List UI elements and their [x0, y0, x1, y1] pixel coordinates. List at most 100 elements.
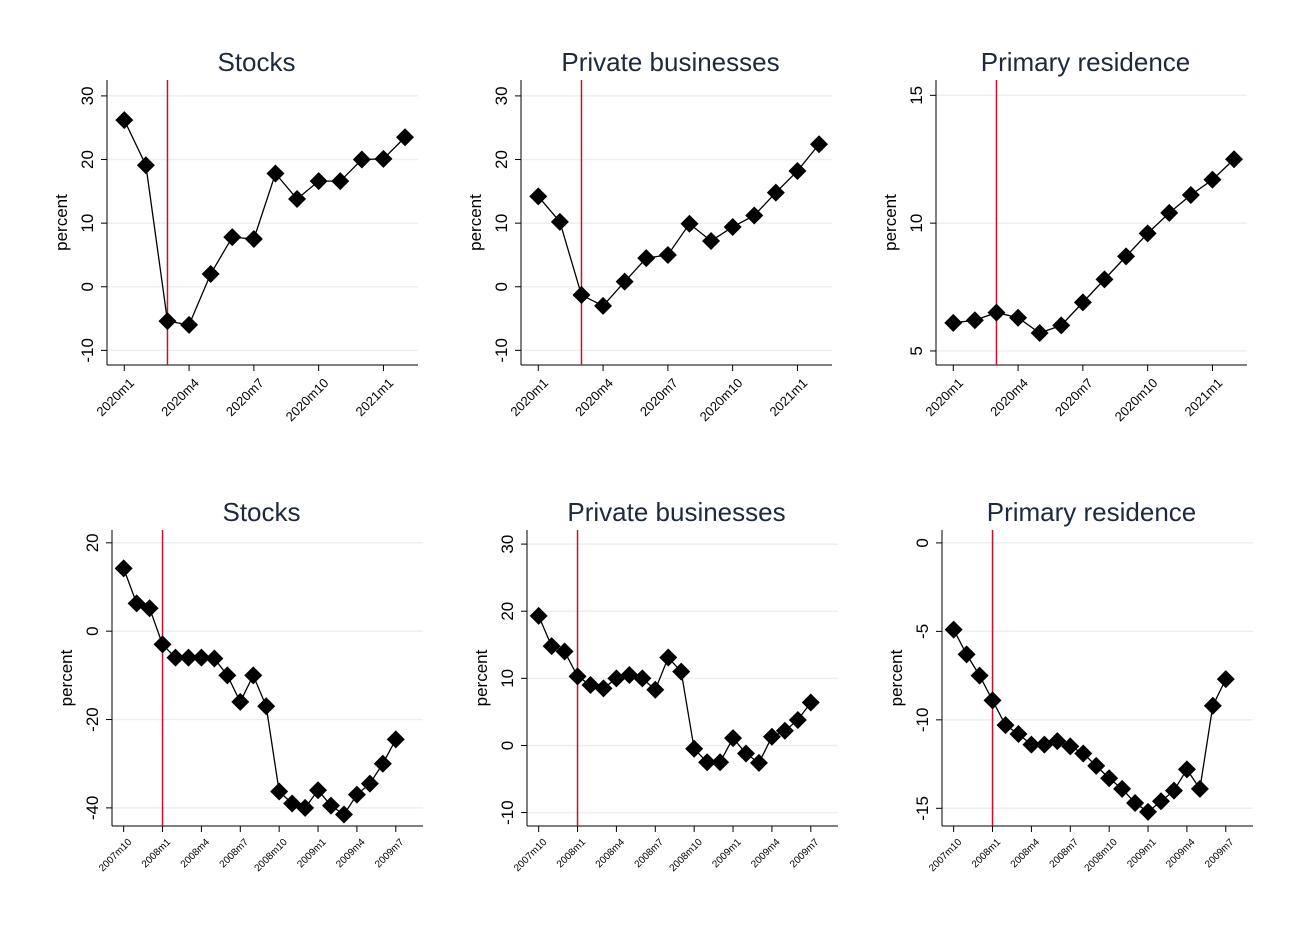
marker [659, 648, 678, 667]
x-tick-label: 2020m1 [507, 375, 551, 419]
marker [1052, 316, 1071, 335]
marker [572, 286, 591, 305]
marker [1035, 735, 1054, 754]
marker [810, 135, 829, 154]
marker [594, 679, 613, 698]
panel-title: Primary residence [981, 47, 1191, 77]
marker [386, 730, 405, 749]
marker [257, 697, 276, 716]
data-line [537, 143, 820, 307]
x-tick-label: 2021m1 [1182, 375, 1226, 419]
marker [788, 161, 807, 180]
y-tick-label: -10 [913, 708, 932, 733]
marker [244, 666, 263, 685]
marker [620, 665, 639, 684]
panel: Stocks percent -10 0 10 20 30 2020m1 2020m4 2020m… [52, 47, 418, 424]
marker [766, 183, 785, 202]
marker [529, 187, 548, 206]
x-tick-label: 2020m4 [572, 375, 616, 419]
data-line [953, 629, 1227, 813]
marker [1074, 744, 1093, 763]
y-tick-label: -5 [913, 624, 932, 639]
marker [1113, 779, 1132, 798]
panel-title: Stocks [222, 497, 300, 527]
marker [396, 128, 415, 147]
marker [775, 721, 794, 740]
marker [944, 620, 963, 639]
x-tick-label: 2007m10 [97, 837, 135, 875]
marker [680, 214, 699, 233]
panel-title: Primary residence [987, 497, 1197, 527]
marker [114, 559, 133, 578]
marker [140, 599, 159, 618]
x-tick-label: 2021m1 [353, 375, 397, 419]
marker [723, 217, 742, 236]
y-tick-label: 0 [913, 538, 932, 547]
marker [153, 635, 172, 654]
y-axis-label: percent [887, 649, 906, 706]
marker [568, 667, 587, 686]
x-tick-label: 2020m10 [1112, 375, 1161, 424]
marker [801, 693, 820, 712]
x-tick-label: 2020m7 [637, 375, 681, 419]
marker [957, 645, 976, 664]
x-tick-label: 2008m4 [179, 837, 213, 871]
marker [702, 231, 721, 250]
marker [1190, 779, 1209, 798]
marker [736, 744, 755, 763]
x-tick-label: 2009m4 [334, 837, 368, 871]
marker [698, 753, 717, 772]
data-line [123, 568, 397, 816]
marker [331, 172, 350, 191]
marker [192, 648, 211, 667]
x-tick-label: 2008m10 [253, 837, 291, 875]
marker [373, 754, 392, 773]
marker [218, 666, 237, 685]
marker [594, 296, 613, 315]
marker [745, 206, 764, 225]
data-line [538, 615, 812, 764]
marker [334, 805, 353, 824]
y-tick-label: -10 [492, 338, 511, 363]
y-tick-label: 10 [498, 669, 517, 688]
x-tick-label: 2009m7 [1203, 837, 1237, 871]
marker [136, 156, 155, 175]
y-axis-label: percent [57, 649, 76, 706]
y-tick-label: 30 [78, 86, 97, 105]
marker [1164, 781, 1183, 800]
marker [987, 303, 1006, 322]
marker [223, 228, 242, 247]
x-tick-label: 2020m7 [1052, 375, 1096, 419]
y-axis-label: percent [52, 194, 71, 251]
x-tick-label: 2020m1 [922, 375, 966, 419]
panel: Primary residence percent -15 -10 -5 0 2007m10… [887, 497, 1253, 874]
marker [711, 753, 730, 772]
marker [288, 189, 307, 208]
marker [555, 642, 574, 661]
marker [788, 710, 807, 729]
panel: Private businesses percent -10 0 10 20 30 2007m… [472, 497, 838, 874]
y-tick-label: -20 [83, 707, 102, 732]
marker [1048, 732, 1067, 751]
panel: Private businesses percent -10 0 10 20 30 2020m… [466, 47, 832, 424]
marker [1181, 186, 1200, 205]
marker [180, 315, 199, 334]
panel: Primary residence percent 5 10 15 2020m1 2020m… [881, 47, 1247, 424]
marker [1009, 308, 1028, 327]
marker [685, 739, 704, 758]
marker [1225, 150, 1244, 169]
y-tick-label: 15 [907, 86, 926, 105]
marker [1073, 293, 1092, 312]
x-tick-label: 2009m1 [295, 837, 329, 871]
x-tick-label: 2009m7 [788, 837, 822, 871]
x-tick-label: 2020m4 [158, 375, 202, 419]
x-tick-label: 2009m4 [1164, 837, 1198, 871]
y-tick-label: -10 [498, 800, 517, 825]
marker [1126, 793, 1145, 812]
y-tick-label: -15 [913, 796, 932, 821]
x-tick-label: 2008m1 [555, 837, 589, 871]
marker [550, 212, 569, 231]
marker [1177, 760, 1196, 779]
marker [749, 753, 768, 772]
